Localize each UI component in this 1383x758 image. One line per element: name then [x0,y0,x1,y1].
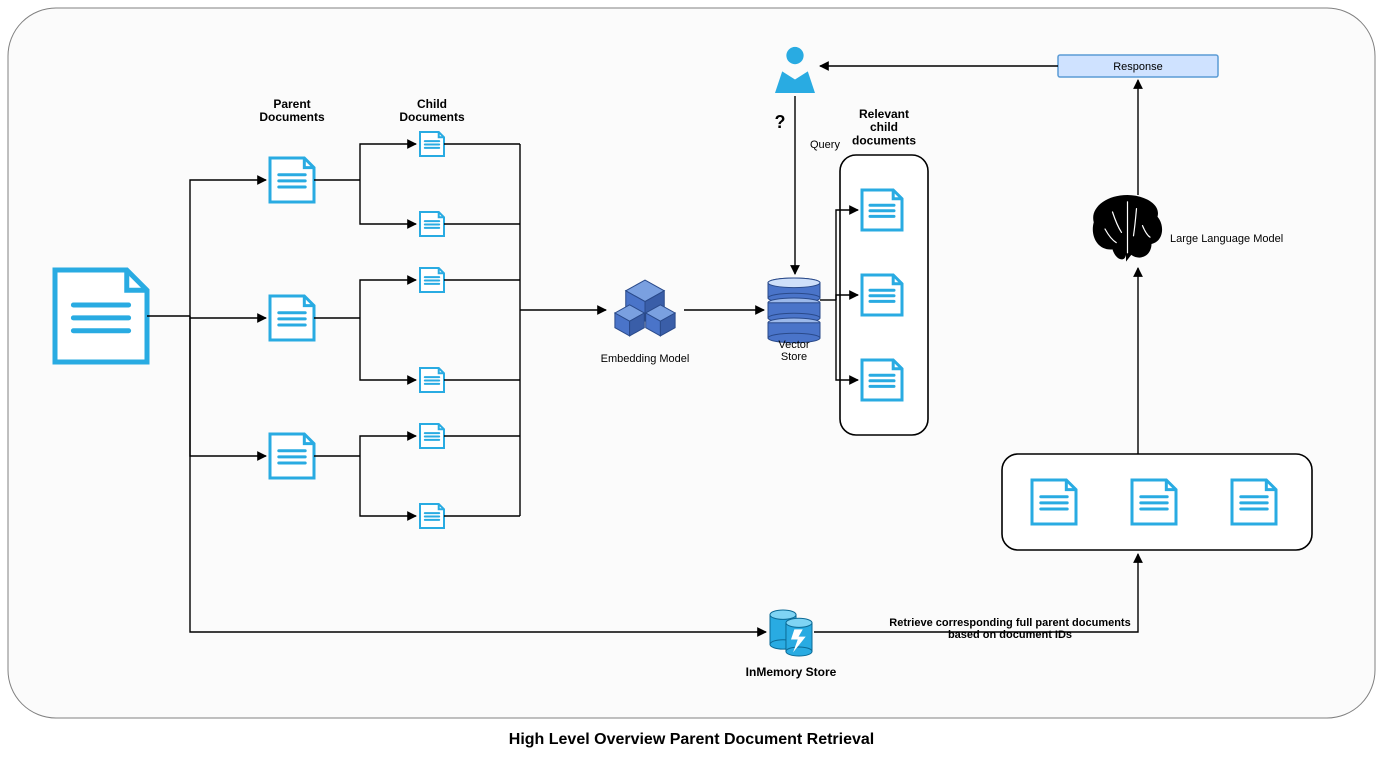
node-child_1 [420,132,444,156]
node-child_2 [420,212,444,236]
node-rel_doc_3 [862,360,902,400]
label-embedding: Embedding Model [601,353,690,365]
footer-title: High Level Overview Parent Document Retr… [509,731,874,748]
node-vector_db [768,278,820,343]
node-pbox_doc_3 [1232,480,1276,524]
node-pbox_doc_1 [1032,480,1076,524]
label-vector_store: VectorStore [778,339,810,363]
node-main_doc [55,270,147,362]
node-parent_3 [270,434,314,478]
label-query_mark: ? [775,112,786,132]
node-child_3 [420,268,444,292]
node-parent_1 [270,158,314,202]
node-child_5 [420,424,444,448]
node-rel_doc_2 [862,275,902,315]
label-query: Query [810,139,840,151]
node-pbox_doc_2 [1132,480,1176,524]
node-rel_doc_1 [862,190,902,230]
label-response: Response [1113,61,1163,73]
node-child_6 [420,504,444,528]
node-parent_2 [270,296,314,340]
node-child_4 [420,368,444,392]
diagram-panel [8,8,1375,718]
label-llm: Large Language Model [1170,233,1283,245]
label-inmemory: InMemory Store [746,665,837,679]
